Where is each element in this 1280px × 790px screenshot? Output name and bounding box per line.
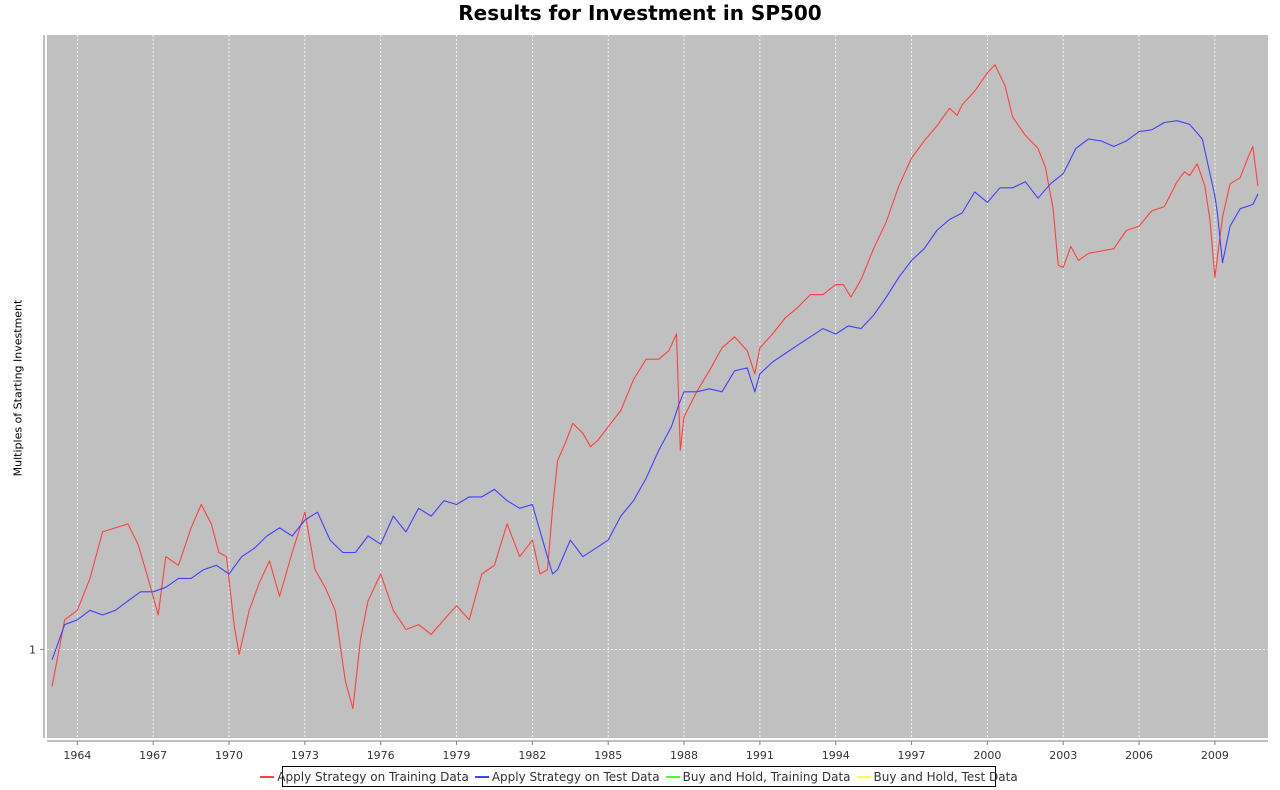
legend-item-training-strategy: Apply Strategy on Training Data bbox=[260, 770, 469, 784]
y-tick-label: 1 bbox=[29, 643, 36, 656]
x-tick-label: 1976 bbox=[367, 749, 395, 762]
legend-item-training-buyhold: Buy and Hold, Training Data bbox=[665, 769, 851, 784]
legend-swatch-test-strategy bbox=[474, 775, 489, 778]
x-axis-ticks: 1964 1967 1970 1973 1976 1979 1982 1985 1988 1991… bbox=[63, 741, 1229, 762]
grid-lines bbox=[47, 35, 1268, 738]
plot-area bbox=[47, 35, 1268, 738]
x-tick-label: 1985 bbox=[594, 749, 622, 762]
y-axis-ticks: 1 bbox=[29, 643, 44, 656]
x-tick-label: 2000 bbox=[973, 749, 1001, 762]
legend: Apply Strategy on Training Data Apply St… bbox=[260, 766, 1018, 787]
chart-title: Results for Investment in SP500 bbox=[458, 1, 822, 25]
legend-swatch-training-buyhold bbox=[665, 775, 680, 778]
x-tick-label: 1988 bbox=[670, 749, 698, 762]
x-tick-label: 2003 bbox=[1049, 749, 1077, 762]
x-tick-label: 2006 bbox=[1125, 749, 1153, 762]
series-lines bbox=[51, 64, 1259, 710]
legend-label-test-buyhold: Buy and Hold, Test Data bbox=[873, 769, 1018, 784]
x-tick-label: 1964 bbox=[63, 749, 91, 762]
x-tick-label: 2009 bbox=[1201, 749, 1229, 762]
x-tick-label: 1970 bbox=[215, 749, 243, 762]
x-tick-label: 1982 bbox=[518, 749, 546, 762]
legend-label-training-strategy: Apply Strategy on Training Data bbox=[277, 769, 469, 784]
legend-swatch-test-buyhold bbox=[856, 775, 871, 778]
series-line-1 bbox=[51, 120, 1259, 660]
x-tick-label: 1967 bbox=[139, 749, 167, 762]
x-tick-label: 1997 bbox=[898, 749, 926, 762]
legend-item-test-strategy: Apply Strategy on Test Data bbox=[474, 769, 660, 784]
legend-item-test-buyhold: Buy and Hold, Test Data bbox=[856, 769, 1018, 784]
x-tick-label: 1979 bbox=[443, 749, 471, 762]
series-line-0 bbox=[51, 64, 1259, 710]
x-tick-label: 1973 bbox=[291, 749, 319, 762]
legend-label-training-buyhold: Buy and Hold, Training Data bbox=[682, 769, 851, 784]
legend-label-test-strategy: Apply Strategy on Test Data bbox=[491, 769, 660, 784]
chart-plot: 1964 1967 1970 1973 1976 1979 1982 1985 1988 1991… bbox=[29, 35, 1268, 762]
x-tick-label: 1991 bbox=[746, 749, 774, 762]
x-tick-label: 1994 bbox=[822, 749, 850, 762]
legend-swatch-training-strategy bbox=[260, 775, 275, 778]
